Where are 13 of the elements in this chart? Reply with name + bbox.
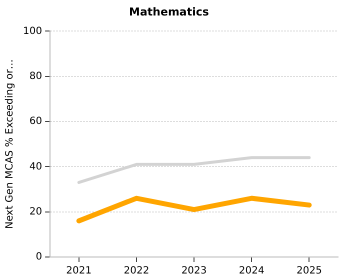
- x-tick-label: 2024: [238, 266, 264, 277]
- chart-title: Mathematics: [129, 5, 210, 18]
- y-tick-label: 40: [29, 161, 42, 172]
- y-tick-label: 80: [29, 70, 42, 82]
- x-tick-label: 2025: [296, 266, 322, 277]
- x-tick-label: 2023: [181, 266, 207, 277]
- x-tick-label: 2022: [124, 266, 150, 277]
- y-tick-label: 0: [36, 252, 42, 263]
- x-tick-label: 2021: [66, 266, 92, 277]
- y-axis-title: Next Gen MCAS % Exceeding or…: [4, 59, 16, 229]
- y-tick-label: 20: [29, 206, 42, 218]
- y-tick-label: 100: [22, 26, 42, 37]
- y-tick-label: 60: [29, 116, 42, 128]
